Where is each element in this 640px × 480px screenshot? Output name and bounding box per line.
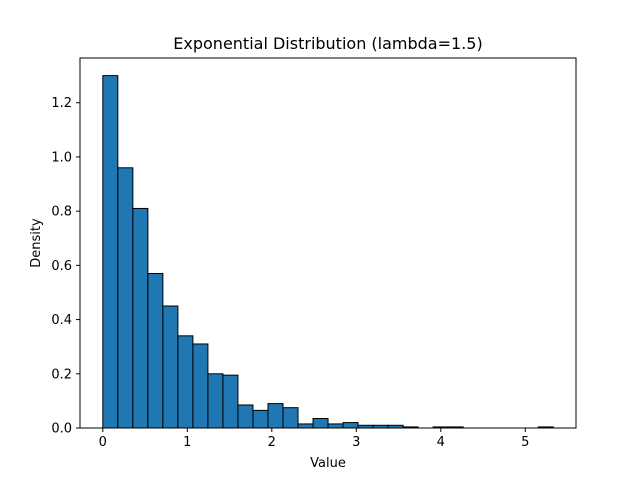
histogram-bar bbox=[267, 403, 284, 429]
histogram-bar bbox=[312, 418, 329, 429]
histogram-bar bbox=[102, 75, 119, 429]
x-tick-label: 2 bbox=[268, 435, 276, 450]
histogram-bar bbox=[162, 305, 179, 429]
x-tick-label: 5 bbox=[521, 435, 529, 450]
y-tick-label: 0.8 bbox=[51, 205, 72, 220]
x-tick-label: 0 bbox=[99, 435, 107, 450]
y-tick-label: 0.0 bbox=[51, 422, 72, 437]
axes-frame bbox=[79, 57, 577, 429]
x-axis-ticks: 0 1 2 3 4 5 bbox=[99, 428, 529, 450]
y-tick-label: 1.2 bbox=[51, 96, 72, 111]
x-tick-label: 1 bbox=[183, 435, 191, 450]
y-tick-label: 0.2 bbox=[51, 367, 72, 382]
histogram-bar bbox=[282, 407, 299, 429]
histogram-bar bbox=[147, 272, 164, 429]
histogram-bar bbox=[132, 207, 149, 429]
histogram-bar bbox=[327, 423, 344, 429]
x-tick-label: 4 bbox=[437, 435, 445, 450]
y-axis-ticks: 0.0 0.2 0.4 0.6 0.8 1.0 1.2 bbox=[51, 96, 80, 437]
x-axis-label: Value bbox=[310, 456, 346, 471]
histogram-bar bbox=[252, 409, 269, 429]
histogram-bar bbox=[222, 374, 239, 429]
y-axis-label: Density bbox=[29, 218, 44, 268]
histogram-bar bbox=[342, 422, 359, 429]
y-tick-label: 1.0 bbox=[51, 150, 72, 165]
y-tick-label: 0.4 bbox=[51, 313, 72, 328]
histogram-bar bbox=[207, 373, 224, 429]
histogram-bar bbox=[192, 343, 209, 429]
histogram-bar bbox=[117, 167, 134, 429]
y-tick-label: 0.6 bbox=[51, 259, 72, 274]
x-tick-label: 3 bbox=[352, 435, 360, 450]
histogram-bar bbox=[237, 404, 254, 429]
histogram-bar bbox=[177, 335, 194, 429]
histogram-bar bbox=[297, 423, 314, 429]
chart-title: Exponential Distribution (lambda=1.5) bbox=[173, 34, 482, 53]
bars-group bbox=[102, 75, 554, 429]
